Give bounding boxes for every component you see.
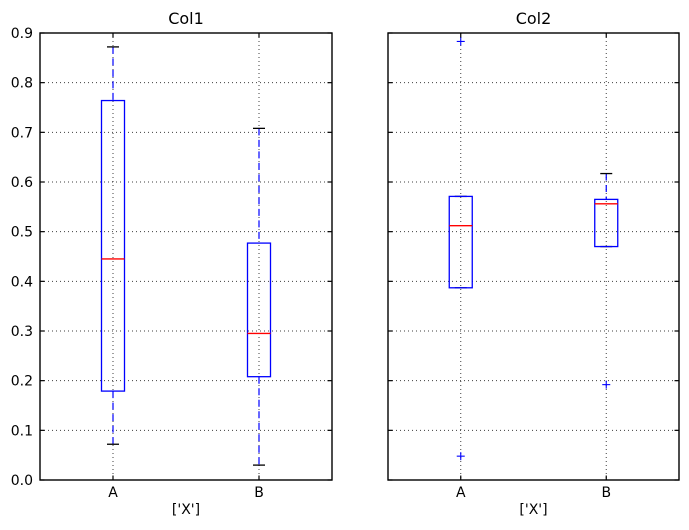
ytick-label: 0.3 (11, 324, 33, 340)
xtick-label-a: A (456, 485, 466, 501)
box-col1-a (100, 46, 126, 445)
subplot2-title: Col2 (515, 9, 552, 28)
ticks (388, 32, 679, 481)
xtick-label-b: B (601, 485, 611, 501)
ytick-labels: 0.0 0.1 0.2 0.3 0.4 0.5 0.6 0.7 0.8 0.9 (11, 26, 33, 489)
ytick-label: 0.9 (11, 26, 33, 42)
axes-frame (39, 32, 333, 481)
xtick-label-a: A (108, 485, 118, 501)
box-col2-b (594, 172, 619, 389)
iqr-box (448, 195, 473, 289)
subplot-col1: 0.0 0.1 0.2 0.3 0.4 0.5 0.6 0.7 0.8 0.9 A B (11, 26, 333, 501)
subplot1-title: Col1 (168, 9, 204, 28)
ytick-label: 0.4 (11, 274, 33, 290)
iqr-box (100, 99, 126, 392)
ytick-label: 0.6 (11, 175, 33, 191)
ytick-label: 0.1 (11, 423, 33, 439)
ytick-label: 0.7 (11, 125, 33, 141)
xtick-label-b: B (254, 485, 264, 501)
ytick-label: 0.2 (11, 374, 33, 390)
ytick-label: 0.5 (11, 225, 33, 241)
subplot2-xlabel: ['X'] (519, 502, 548, 518)
axes-frame (387, 32, 680, 481)
grid (388, 32, 679, 481)
box-col2-a (448, 37, 473, 461)
ticks (40, 32, 332, 481)
ytick-label: 0.8 (11, 76, 33, 92)
subplot1-xlabel: ['X'] (171, 502, 201, 518)
grid (40, 32, 332, 481)
iqr-box (594, 198, 619, 248)
box-col1-b (246, 127, 272, 466)
ytick-label: 0.0 (11, 473, 33, 489)
iqr-box (246, 242, 272, 378)
